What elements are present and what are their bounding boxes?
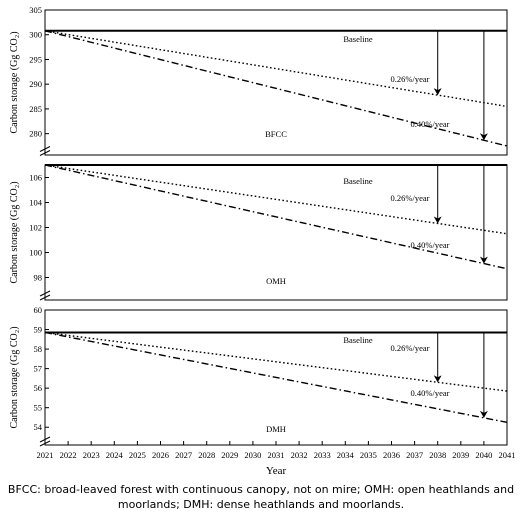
y-tick-label: 295 [29,54,42,64]
y-tick-label: 300 [29,30,42,40]
panel-annotation: DMH [266,424,286,434]
y-tick-label: 58 [34,344,43,354]
x-tick-label: 2033 [314,450,331,460]
y-tick-label: 59 [34,325,43,335]
series-line-dashdot [44,30,508,147]
axis-break-mark [39,294,51,301]
x-tick-label: 2023 [83,450,100,460]
panel-annotation: OMH [266,276,286,286]
y-axis-label: Carbon storage (Gg CO₂) [9,31,20,133]
y-tick-label: 60 [34,305,43,315]
y-tick-label: 285 [29,104,42,114]
series-line-dashdot [44,164,508,270]
axis-break-mark [39,150,51,156]
panel-frame [44,9,508,156]
y-tick-label: 56 [34,383,43,393]
x-tick-label: 2025 [129,450,146,460]
x-axis-label: Year [266,465,287,477]
panel-annotation: BFCC [265,129,287,139]
series-line-dotted [44,331,508,392]
y-tick-label: 98 [34,273,43,283]
series-line-dashdot [44,331,508,424]
axis-break-mark [39,290,51,297]
series-label-baseline: Baseline [343,176,372,186]
x-tick-label: 2028 [198,450,215,460]
y-tick-label: 106 [29,173,42,183]
x-tick-label: 2038 [429,450,446,460]
x-tick-label: 2041 [499,450,516,460]
x-tick-label: 2031 [268,450,285,460]
x-tick-label: 2034 [337,450,355,460]
series-label-baseline: Baseline [343,335,372,345]
x-tick-label: 2036 [383,450,400,460]
series-label-rate-low: 0.26%/year [391,193,430,203]
axis-break-mark [39,436,51,443]
y-axis-label: Carbon storage (Gg CO₂) [9,181,20,283]
x-tick-label: 2037 [406,450,423,460]
y-tick-label: 290 [29,79,42,89]
y-tick-label: 102 [29,223,42,233]
series-label-rate-low: 0.26%/year [391,343,430,353]
y-tick-label: 54 [34,422,43,432]
y-tick-label: 104 [29,198,43,208]
x-tick-label: 2035 [360,450,377,460]
y-tick-label: 55 [34,403,43,413]
x-tick-label: 2039 [452,450,469,460]
y-tick-label: 280 [29,129,42,139]
axis-break-mark [39,146,51,152]
x-tick-label: 2021 [37,450,54,460]
y-tick-label: 305 [29,5,42,15]
series-line-dotted [44,164,508,235]
x-tick-label: 2030 [244,450,261,460]
series-label-rate-high: 0.40%/year [411,240,450,250]
x-tick-label: 2040 [475,450,492,460]
x-tick-label: 2027 [175,450,192,460]
series-label-rate-low: 0.26%/year [391,74,430,84]
y-tick-label: 57 [34,364,43,374]
x-tick-label: 2022 [60,450,77,460]
series-label-rate-high: 0.40%/year [411,119,450,129]
y-tick-label: 100 [29,248,42,258]
figure-caption: BFCC: broad-leaved forest with continuou… [7,483,515,511]
y-axis-label: Carbon storage (Gg CO₂) [9,326,20,428]
x-tick-label: 2032 [291,450,308,460]
x-tick-label: 2026 [152,450,169,460]
x-tick-label: 2024 [106,450,124,460]
series-label-rate-high: 0.40%/year [411,388,450,398]
series-label-baseline: Baseline [343,34,372,44]
x-tick-label: 2029 [221,450,238,460]
